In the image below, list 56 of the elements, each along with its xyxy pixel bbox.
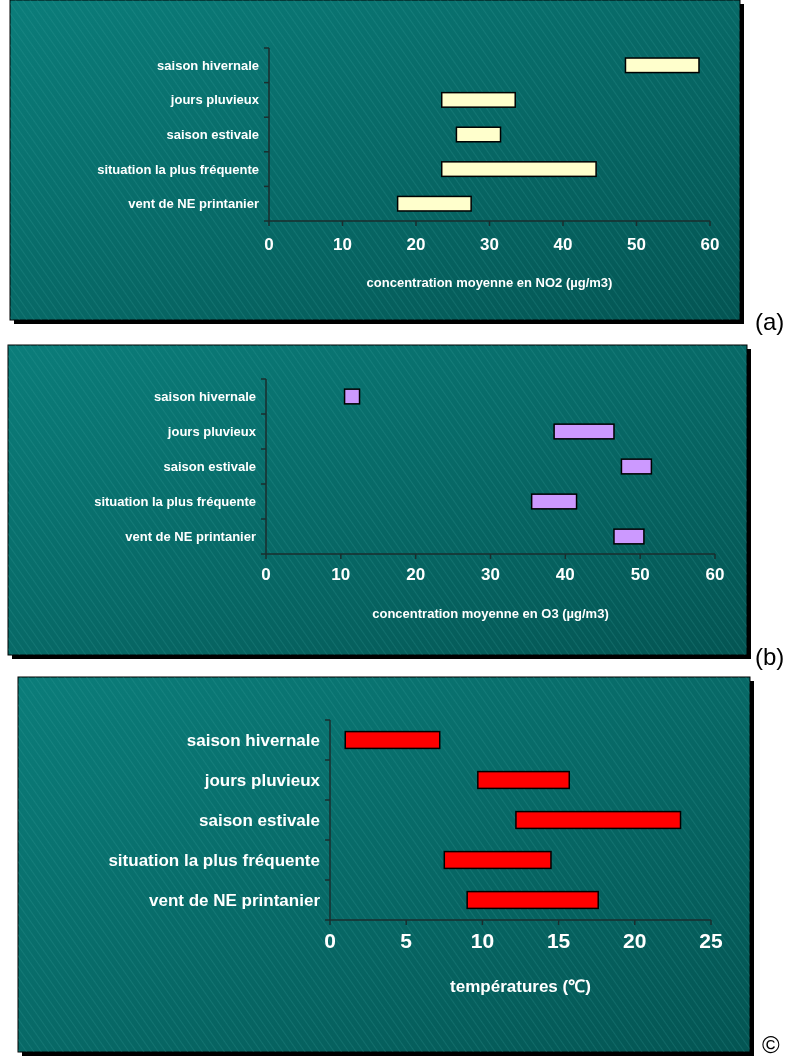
y-tick-label: vent de NE printanier <box>149 890 321 910</box>
bar <box>477 770 571 790</box>
text: (b) <box>755 643 785 670</box>
y-tick-label: jours pluvieux <box>169 92 260 108</box>
text: (a) <box>755 308 785 335</box>
y-tick-label: vent de NE printanier <box>128 196 259 212</box>
bar <box>530 493 578 510</box>
text: © <box>762 1031 780 1058</box>
x-tick-label: 10 <box>333 235 352 254</box>
y-tick-label: saison hivernale <box>186 730 320 750</box>
x-tick-label: 60 <box>705 565 725 584</box>
x-tick-label: 60 <box>700 235 720 254</box>
x-tick-label: 50 <box>630 565 650 584</box>
bar <box>515 810 682 830</box>
bar <box>343 388 361 405</box>
y-tick-label: vent de NE printanier <box>125 529 256 545</box>
bar <box>440 161 597 178</box>
bar <box>613 528 645 545</box>
y-tick-label: saison estivale <box>163 459 256 475</box>
y-tick-label: jours pluvieux <box>166 424 257 440</box>
x-tick-label: 10 <box>331 565 351 584</box>
x-tick-label: 40 <box>555 565 575 584</box>
bar <box>455 126 502 143</box>
y-tick-label: situation la plus fréquente <box>94 494 256 510</box>
x-tick-label: 20 <box>406 565 426 584</box>
x-tick-label: 30 <box>480 235 499 254</box>
x-tick-label: 5 <box>400 929 413 952</box>
x-axis-title: concentration moyenne en NO2 (µg/m3) <box>366 275 613 290</box>
x-tick-label: 40 <box>553 235 573 254</box>
bar <box>440 91 516 108</box>
x-tick-label: 0 <box>324 929 336 952</box>
x-tick-label: 0 <box>261 565 271 584</box>
x-tick-label: 0 <box>264 235 274 254</box>
y-tick-label: jours pluvieux <box>203 770 321 790</box>
x-tick-label: 10 <box>470 929 495 952</box>
bar <box>620 458 653 475</box>
y-tick-label: situation la plus fréquente <box>97 161 259 177</box>
y-tick-label: saison estivale <box>166 127 259 143</box>
bar <box>553 423 615 440</box>
bar <box>443 850 552 870</box>
x-tick-label: 20 <box>406 235 426 254</box>
bar <box>466 890 599 910</box>
x-tick-label: 50 <box>627 235 646 254</box>
x-tick-label: 15 <box>546 929 571 952</box>
bar <box>624 57 700 74</box>
y-tick-label: saison hivernale <box>154 389 256 405</box>
x-tick-label: 20 <box>623 929 647 952</box>
y-tick-label: situation la plus fréquente <box>108 850 320 870</box>
bar <box>344 730 441 750</box>
x-axis-title: températures (℃) <box>450 977 591 996</box>
y-tick-label: saison estivale <box>199 810 320 830</box>
x-axis-title: concentration moyenne en O3 (µg/m3) <box>372 606 609 621</box>
bar <box>396 195 472 212</box>
x-tick-label: 30 <box>481 565 500 584</box>
x-tick-label: 25 <box>699 929 723 952</box>
y-tick-label: saison hivernale <box>157 57 259 73</box>
